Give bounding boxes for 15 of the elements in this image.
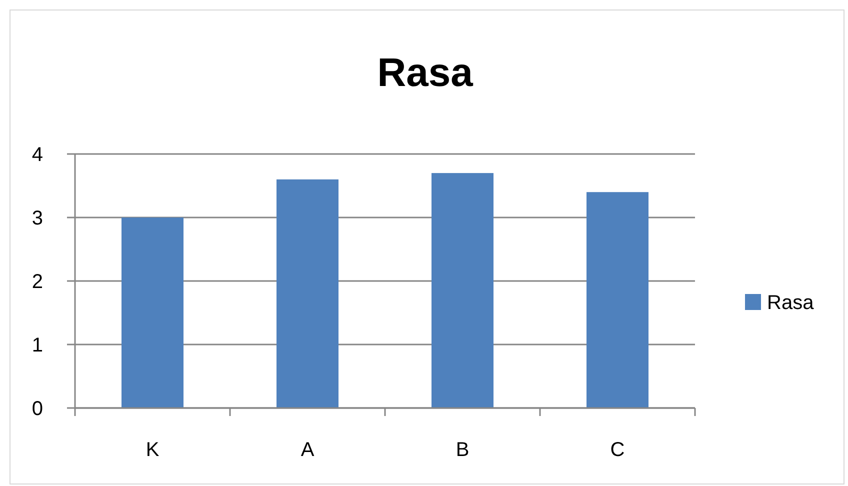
y-tick-label: 2 [32,271,43,293]
y-tick-label: 3 [32,208,43,230]
x-tick-label: B [456,439,470,461]
x-tick-label: A [300,439,315,461]
x-tick-label: K [146,439,160,461]
bar [586,192,648,408]
bar [432,173,494,408]
y-tick-label: 0 [32,398,43,420]
y-tick-label: 4 [32,144,43,166]
chart-title: Rasa [377,51,474,95]
bar [122,218,184,408]
x-tick-label: C [610,439,625,461]
y-tick-label: 1 [32,334,43,356]
legend-label: Rasa [767,292,815,314]
bar [276,179,338,408]
